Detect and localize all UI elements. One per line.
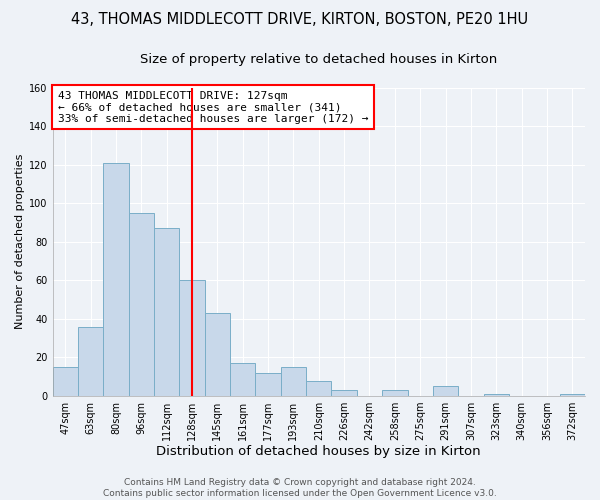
Bar [306, 380, 331, 396]
Bar [484, 394, 509, 396]
Text: 43, THOMAS MIDDLECOTT DRIVE, KIRTON, BOSTON, PE20 1HU: 43, THOMAS MIDDLECOTT DRIVE, KIRTON, BOS… [71, 12, 529, 28]
Text: Contains HM Land Registry data © Crown copyright and database right 2024.
Contai: Contains HM Land Registry data © Crown c… [103, 478, 497, 498]
Bar [560, 394, 585, 396]
Bar [433, 386, 458, 396]
Bar [281, 367, 306, 396]
Bar [205, 313, 230, 396]
Text: 43 THOMAS MIDDLECOTT DRIVE: 127sqm
← 66% of detached houses are smaller (341)
33: 43 THOMAS MIDDLECOTT DRIVE: 127sqm ← 66%… [58, 90, 368, 124]
Bar [230, 363, 256, 396]
Bar [78, 326, 103, 396]
Y-axis label: Number of detached properties: Number of detached properties [15, 154, 25, 330]
Bar [331, 390, 357, 396]
Bar [103, 162, 128, 396]
Bar [179, 280, 205, 396]
Bar [128, 213, 154, 396]
Bar [154, 228, 179, 396]
Bar [53, 367, 78, 396]
Title: Size of property relative to detached houses in Kirton: Size of property relative to detached ho… [140, 52, 497, 66]
Bar [382, 390, 407, 396]
X-axis label: Distribution of detached houses by size in Kirton: Distribution of detached houses by size … [157, 444, 481, 458]
Bar [256, 373, 281, 396]
